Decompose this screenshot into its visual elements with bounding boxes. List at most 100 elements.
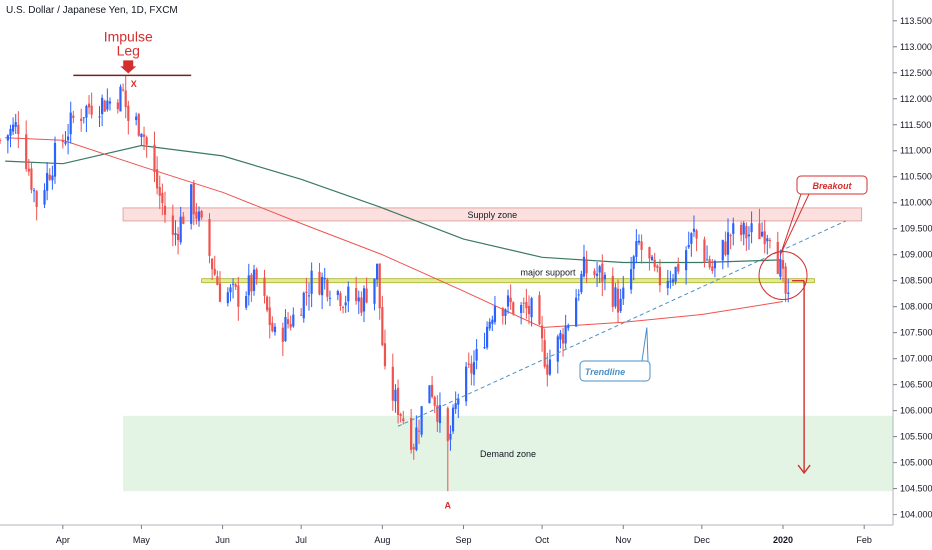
candle-body (650, 256, 654, 261)
candle-body (284, 316, 287, 342)
candle-body (174, 233, 177, 236)
candle-body (14, 122, 17, 127)
candle-body (483, 347, 486, 349)
candle-body (493, 306, 497, 323)
candle-body (273, 326, 277, 333)
candle-body (328, 297, 332, 299)
candle-body (247, 275, 250, 296)
candle-body (218, 283, 222, 302)
price-tick-label: 111.000 (900, 146, 931, 156)
breakout-circle (758, 250, 808, 300)
candle-body (179, 216, 182, 243)
time-tick-label: Dec (694, 535, 711, 545)
candle-body (11, 124, 15, 132)
candle-body (449, 433, 452, 440)
candle-body (564, 325, 567, 344)
candle-body (161, 192, 164, 204)
candle-body (690, 233, 693, 244)
candle-body (69, 112, 72, 135)
moving-average-green-line (5, 144, 781, 264)
time-tick-label: Sep (456, 535, 472, 545)
candle-body (103, 100, 106, 112)
candle-body (457, 398, 460, 405)
candle-body (430, 384, 434, 397)
supply-zone-rect (122, 207, 863, 222)
candle-body (501, 308, 504, 316)
candle-body (742, 223, 745, 235)
price-tick-label: 109.000 (900, 250, 932, 260)
candle-body (559, 333, 562, 340)
candle-body (245, 296, 248, 308)
major-support-label: major support (521, 268, 577, 278)
candle-body (108, 101, 112, 104)
time-tick-label: Oct (535, 535, 550, 545)
candle-body (674, 266, 677, 282)
candle-body (616, 288, 620, 313)
price-tick-label: 112.500 (900, 68, 932, 78)
candle-body (622, 287, 625, 299)
candle-body (394, 389, 397, 402)
candle-body (281, 327, 284, 342)
candle-body (438, 405, 442, 424)
candle-body (637, 240, 641, 243)
breakout-callout-pointer (779, 193, 810, 255)
candle-body (787, 292, 790, 294)
price-tick-label: 110.000 (900, 198, 932, 208)
candle-body (307, 295, 311, 297)
candle-body (415, 427, 418, 450)
candle-body (302, 292, 305, 319)
time-tick-label: May (133, 535, 151, 545)
candle-body (286, 319, 290, 325)
candle-body (197, 211, 201, 221)
candle-body (465, 366, 468, 402)
candle-body (195, 211, 198, 219)
price-tick-label: 112.000 (900, 94, 932, 104)
candle-body (82, 117, 85, 119)
trendline-callout-box (579, 360, 651, 382)
candle-body (268, 307, 271, 326)
candle-body (747, 234, 751, 237)
candle-body (582, 256, 586, 277)
candle-body (522, 302, 525, 304)
candle-body (101, 97, 104, 115)
candle-body (252, 269, 256, 291)
candle-body (784, 266, 787, 294)
time-tick-label: Jul (295, 535, 307, 545)
candle-body (561, 334, 565, 344)
candle-body (336, 291, 339, 296)
candle-body (263, 277, 266, 296)
candle-body (300, 314, 303, 316)
point-label-x: X (131, 79, 137, 89)
candle-body (512, 302, 515, 314)
candle-body (153, 144, 156, 173)
candle-body (310, 270, 313, 294)
candle-body (708, 259, 711, 268)
candle-body (53, 142, 57, 177)
candle-body (729, 235, 732, 237)
major-support-band (201, 278, 815, 284)
candle-body (540, 325, 544, 339)
candle-body (750, 223, 753, 233)
candle-body (692, 228, 696, 232)
candle-body (292, 314, 295, 327)
candle-body (323, 277, 326, 280)
candle-body (577, 294, 580, 296)
candle-body (525, 301, 528, 309)
candle-body (27, 168, 30, 172)
candle-body (666, 281, 669, 289)
candle-body (231, 283, 235, 285)
candle-body (713, 260, 717, 269)
candle-body (127, 105, 130, 121)
candle-body (601, 263, 604, 282)
candle-body (758, 223, 761, 239)
candle-body (255, 269, 258, 280)
candle-body (451, 407, 455, 432)
candle-body (341, 307, 345, 309)
candle-body (506, 295, 510, 307)
candle-body (467, 363, 470, 365)
candle-body (9, 128, 12, 136)
candle-body (344, 302, 347, 306)
candle-body (116, 102, 119, 110)
candle-body (158, 187, 161, 196)
